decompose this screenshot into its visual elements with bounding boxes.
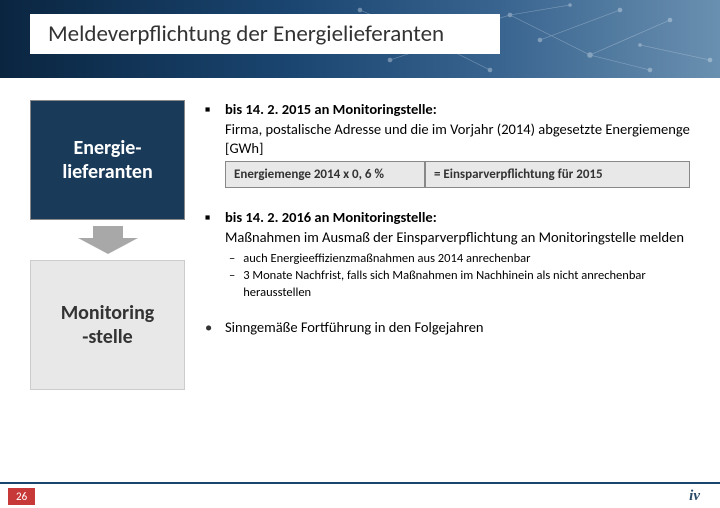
bullet-text: Sinngemäße Fortführung in den Folgejahre… <box>225 318 484 338</box>
dash-icon: – <box>229 268 235 302</box>
title-band: Meldeverpflichtung der Energielieferante… <box>30 14 500 54</box>
formula-left: Energiemenge 2014 x 0, 6 % <box>225 161 425 189</box>
bullet-text: Maßnahmen im Ausmaß der Einsparverpflich… <box>225 228 684 246</box>
dot-bullet-icon: • <box>205 318 215 338</box>
bullet-item: ▪ bis 14. 2. 2015 an Monitoringstelle: F… <box>205 100 690 188</box>
box-energielieferanten: Energie- lieferanten <box>30 100 185 220</box>
sub-item: – auch Energieeffizienzmaßnahmen aus 201… <box>229 251 690 268</box>
bullet-item: • Sinngemäße Fortführung in den Folgejah… <box>205 318 690 338</box>
bullet-item: ▪ bis 14. 2. 2016 an Monitoringstelle: M… <box>205 208 690 302</box>
bullet-lead: bis 14. 2. 2016 an Monitoringstelle: <box>225 208 437 226</box>
box-label: Energie- lieferanten <box>62 136 152 184</box>
formula-row: Energiemenge 2014 x 0, 6 % = Einsparverp… <box>225 161 690 189</box>
sub-list: – auch Energieeffizienzmaßnahmen aus 201… <box>229 251 690 302</box>
sub-item: – 3 Monate Nachfrist, falls sich Maßnahm… <box>229 268 690 302</box>
box-label: Monitoring -stelle <box>61 301 155 349</box>
page-title: Meldeverpflichtung der Energielieferante… <box>48 20 444 48</box>
arrow-down-icon <box>78 226 138 254</box>
bullet-body: bis 14. 2. 2016 an Monitoringstelle: Maß… <box>225 208 690 302</box>
bullet-body: bis 14. 2. 2015 an Monitoringstelle: Fir… <box>225 100 690 188</box>
bullet-lead: bis 14. 2. 2015 an Monitoringstelle: <box>225 100 437 118</box>
left-column: Energie- lieferanten Monitoring -stelle <box>30 100 185 468</box>
logo: iv <box>689 488 700 505</box>
sub-text: auch Energieeffizienzmaßnahmen aus 2014 … <box>243 251 530 268</box>
formula-right: = Einsparverpflichtung für 2015 <box>425 161 690 189</box>
page-number: 26 <box>8 488 35 505</box>
content-area: Energie- lieferanten Monitoring -stelle … <box>30 100 690 468</box>
square-bullet-icon: ▪ <box>205 208 215 302</box>
right-column: ▪ bis 14. 2. 2015 an Monitoringstelle: F… <box>205 100 690 468</box>
sub-text: 3 Monate Nachfrist, falls sich Maßnahmen… <box>243 268 690 302</box>
bullet-text: Firma, postalische Adresse und die im Vo… <box>225 120 690 158</box>
dash-icon: – <box>229 251 235 268</box>
square-bullet-icon: ▪ <box>205 100 215 188</box>
box-monitoringstelle: Monitoring -stelle <box>30 260 185 390</box>
footer: 26 iv <box>0 482 720 508</box>
